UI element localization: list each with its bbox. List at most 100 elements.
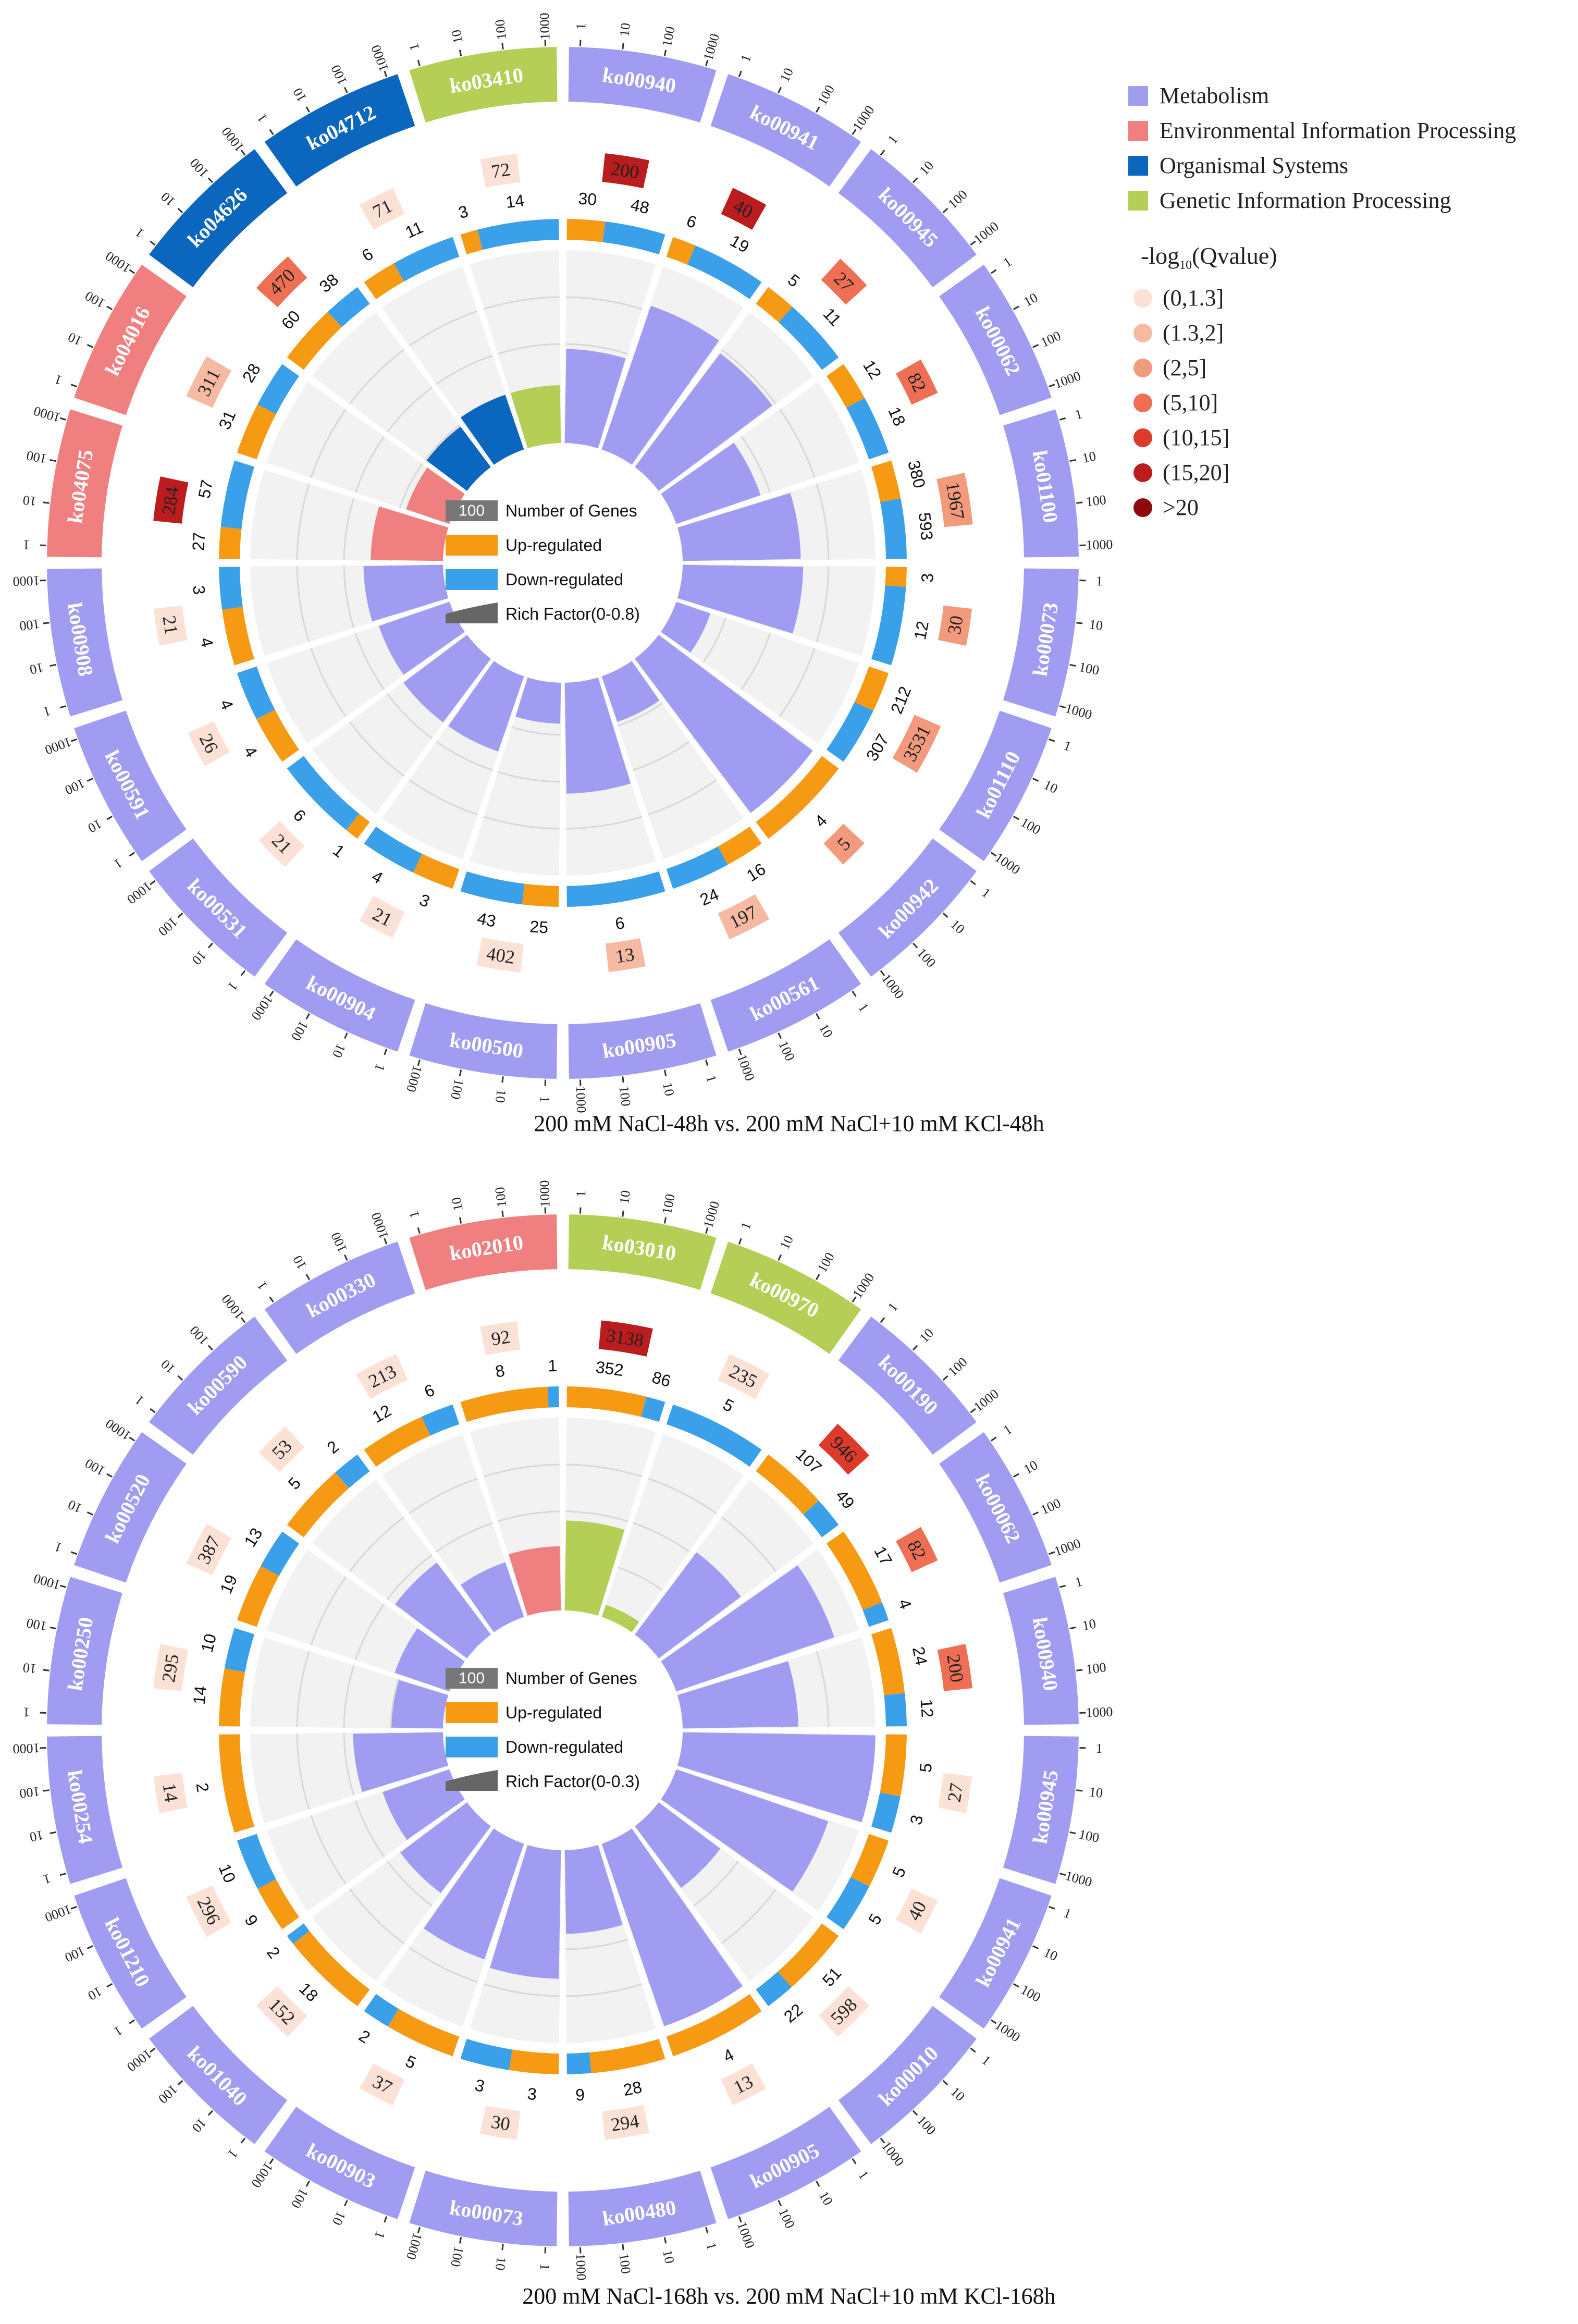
up-regulated-arc bbox=[854, 666, 889, 711]
category-block bbox=[409, 47, 558, 123]
scale-tick bbox=[852, 1296, 857, 1303]
scale-tick-label: 1 bbox=[254, 1278, 270, 1293]
rich-factor-bar bbox=[461, 1562, 524, 1632]
scale-tick-label: 10 bbox=[85, 816, 105, 836]
scale-tick-label: 100 bbox=[19, 1784, 41, 1801]
scale-tick bbox=[663, 2237, 667, 2244]
category-block bbox=[939, 710, 1052, 862]
scale-tick-label: 1000 bbox=[1086, 1704, 1113, 1720]
scale-tick-label: 100 bbox=[328, 63, 350, 88]
rich-factor-swatch bbox=[446, 1770, 498, 1791]
down-regulated-arc bbox=[687, 245, 762, 300]
grid-ring bbox=[436, 1522, 493, 1553]
gene-count-label: 30 bbox=[490, 2111, 512, 2135]
scale-tick-label: 100 bbox=[63, 1943, 88, 1965]
scale-tick bbox=[990, 269, 997, 274]
scale-tick-label: 100 bbox=[1078, 659, 1101, 678]
scale-tick bbox=[417, 2227, 421, 2234]
gene-count-box bbox=[188, 721, 230, 767]
scale-tick-label: 1 bbox=[132, 1392, 147, 1408]
scale-tick-label: 1 bbox=[53, 1539, 64, 1556]
up-regulated-arc bbox=[364, 263, 404, 300]
scale-tick bbox=[942, 207, 948, 214]
grid-ring bbox=[633, 1522, 690, 1553]
down-regulated-arc bbox=[364, 1994, 399, 2027]
rich-factor-bar bbox=[635, 635, 813, 813]
up-regulated-arc bbox=[293, 1930, 370, 2007]
down-count-label: 4 bbox=[368, 867, 386, 888]
scale-tick-label: 1 bbox=[225, 2146, 241, 2161]
scale-tick bbox=[240, 150, 246, 156]
grid-ring bbox=[409, 310, 478, 347]
scale-tick-label: 10 bbox=[1021, 290, 1040, 310]
scale-tick bbox=[150, 2047, 156, 2053]
down-regulated-arc bbox=[393, 237, 460, 282]
scale-tick bbox=[1076, 1789, 1083, 1792]
gene-count-box bbox=[258, 821, 305, 867]
up-regulated-arc bbox=[287, 1472, 349, 1538]
up-regulated-arc bbox=[237, 1566, 279, 1627]
up-regulated-arc bbox=[756, 287, 793, 323]
grid-ring bbox=[779, 409, 816, 478]
scale-tick bbox=[912, 177, 918, 183]
bar-background bbox=[601, 1434, 744, 1633]
scale-tick-label: 100 bbox=[328, 1230, 350, 1255]
down-regulated-arc bbox=[327, 287, 370, 327]
scale-tick bbox=[990, 1436, 997, 1442]
up-regulated-arc bbox=[880, 1734, 907, 1797]
gene-count-box bbox=[818, 1986, 870, 2037]
scale-tick bbox=[59, 705, 67, 709]
grid-ring bbox=[483, 1983, 560, 1997]
up-regulated-arc bbox=[388, 2008, 460, 2057]
up-count-label: 6 bbox=[359, 244, 376, 265]
legend-item-environmental: Environmental Information Processing bbox=[1128, 113, 1571, 148]
down-regulated-arc bbox=[335, 1454, 370, 1489]
scale-tick-label: 1000 bbox=[1052, 1535, 1083, 1559]
gene-count-box bbox=[258, 1426, 305, 1472]
scale-tick bbox=[1032, 778, 1039, 782]
scale-tick bbox=[705, 1227, 709, 1234]
up-count-label: 5 bbox=[889, 1864, 909, 1880]
down-count-label: 6 bbox=[290, 806, 310, 826]
scale-tick bbox=[240, 1317, 246, 1323]
category-block bbox=[1003, 409, 1079, 558]
scale-tick bbox=[150, 880, 156, 886]
down-regulated-arc bbox=[220, 460, 255, 529]
scale-tick-label: 1 bbox=[855, 2168, 871, 2182]
scale-tick bbox=[778, 1032, 782, 1039]
scale-tick bbox=[343, 87, 348, 93]
rich-factor-bar bbox=[661, 1565, 834, 1692]
rich-factor-bar bbox=[403, 635, 491, 722]
scale-tick bbox=[1032, 343, 1039, 348]
scale-tick bbox=[1032, 1511, 1039, 1516]
down-regulated-arc bbox=[846, 398, 889, 460]
down-regulated-arc bbox=[422, 1404, 460, 1436]
scale-tick bbox=[70, 738, 77, 742]
scale-tick-label: 100 bbox=[82, 288, 107, 311]
scale-tick-label: 1 bbox=[225, 979, 241, 993]
scale-tick bbox=[1069, 1831, 1076, 1835]
scale-tick bbox=[305, 106, 311, 113]
down-regulated-arc bbox=[219, 567, 243, 610]
down-regulated-arc bbox=[566, 871, 665, 907]
scale-tick bbox=[778, 1254, 782, 1261]
scale-tick-label: 10 bbox=[29, 1827, 45, 1845]
scale-tick bbox=[59, 417, 67, 421]
rich-factor-bar bbox=[601, 305, 719, 465]
scale-tick-label: 100 bbox=[25, 1615, 48, 1634]
legend-swatch bbox=[1128, 85, 1148, 106]
grid-ring bbox=[354, 1800, 385, 1858]
scale-tick bbox=[912, 942, 918, 949]
scale-tick-label: 1000 bbox=[700, 32, 722, 62]
inner-legend-label: Rich Factor(0-0.3) bbox=[506, 1772, 640, 1791]
category-block bbox=[74, 1878, 187, 2029]
grid-ring bbox=[386, 1861, 433, 1907]
inner-legend-label: Rich Factor(0-0.8) bbox=[506, 605, 640, 623]
gene-count-box bbox=[153, 476, 189, 524]
scale-tick-label: 10 bbox=[85, 1984, 105, 2003]
scale-tick bbox=[129, 852, 135, 857]
down-regulated-arc bbox=[477, 219, 559, 250]
grid-ring bbox=[633, 741, 690, 771]
